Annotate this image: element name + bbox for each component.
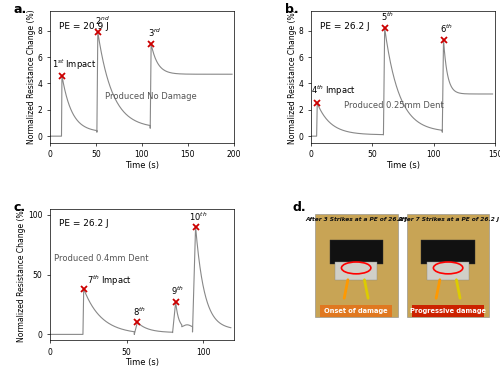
X-axis label: Time (s): Time (s)	[125, 358, 159, 366]
Y-axis label: Normalized Resistance Change (%): Normalized Resistance Change (%)	[18, 207, 26, 342]
Text: 6$^{th}$: 6$^{th}$	[440, 22, 453, 35]
X-axis label: Time (s): Time (s)	[386, 161, 420, 170]
Y-axis label: Normalized Resistance Change (%): Normalized Resistance Change (%)	[27, 10, 36, 144]
Text: PE = 26.2 J: PE = 26.2 J	[320, 22, 370, 30]
Bar	[335, 262, 378, 280]
Text: a.: a.	[13, 3, 26, 16]
Text: PE = 26.2 J: PE = 26.2 J	[59, 219, 109, 228]
Text: 10$^{th}$: 10$^{th}$	[190, 210, 208, 223]
Text: Produced No Damage: Produced No Damage	[106, 92, 197, 101]
Text: b.: b.	[286, 3, 299, 16]
Bar	[406, 214, 490, 317]
Text: 5$^{th}$: 5$^{th}$	[381, 11, 394, 23]
Text: 1$^{st}$ Impact: 1$^{st}$ Impact	[52, 57, 96, 72]
Bar	[427, 262, 470, 280]
Text: Produced 0.4mm Dent: Produced 0.4mm Dent	[54, 254, 148, 263]
Text: 3$^{rd}$: 3$^{rd}$	[148, 26, 162, 39]
Text: 4$^{th}$ Impact: 4$^{th}$ Impact	[311, 83, 356, 98]
Text: 7$^{th}$ Impact: 7$^{th}$ Impact	[87, 273, 132, 288]
Bar	[422, 240, 475, 264]
Text: 2$^{nd}$: 2$^{nd}$	[95, 14, 110, 27]
Bar	[330, 240, 383, 264]
Text: Onset of damage: Onset of damage	[324, 308, 388, 314]
Bar	[320, 306, 392, 317]
Text: 8$^{th}$: 8$^{th}$	[132, 305, 146, 318]
Text: Progressive damage: Progressive damage	[410, 308, 486, 314]
Y-axis label: Normalized Resistance Change (%): Normalized Resistance Change (%)	[288, 10, 297, 144]
Text: 9$^{th}$: 9$^{th}$	[171, 285, 184, 297]
Text: After 7 Strikes at a PE of 26.2 J: After 7 Strikes at a PE of 26.2 J	[397, 217, 499, 221]
Bar	[315, 214, 398, 317]
Text: d.: d.	[292, 201, 306, 214]
X-axis label: Time (s): Time (s)	[125, 161, 159, 170]
Text: c.: c.	[13, 201, 26, 214]
Text: Produced 0.25mm Dent: Produced 0.25mm Dent	[344, 101, 444, 110]
Bar	[412, 306, 484, 317]
Text: PE = 20.9 J: PE = 20.9 J	[59, 22, 109, 30]
Text: After 3 Strikes at a PE of 26.2 J: After 3 Strikes at a PE of 26.2 J	[305, 217, 407, 221]
